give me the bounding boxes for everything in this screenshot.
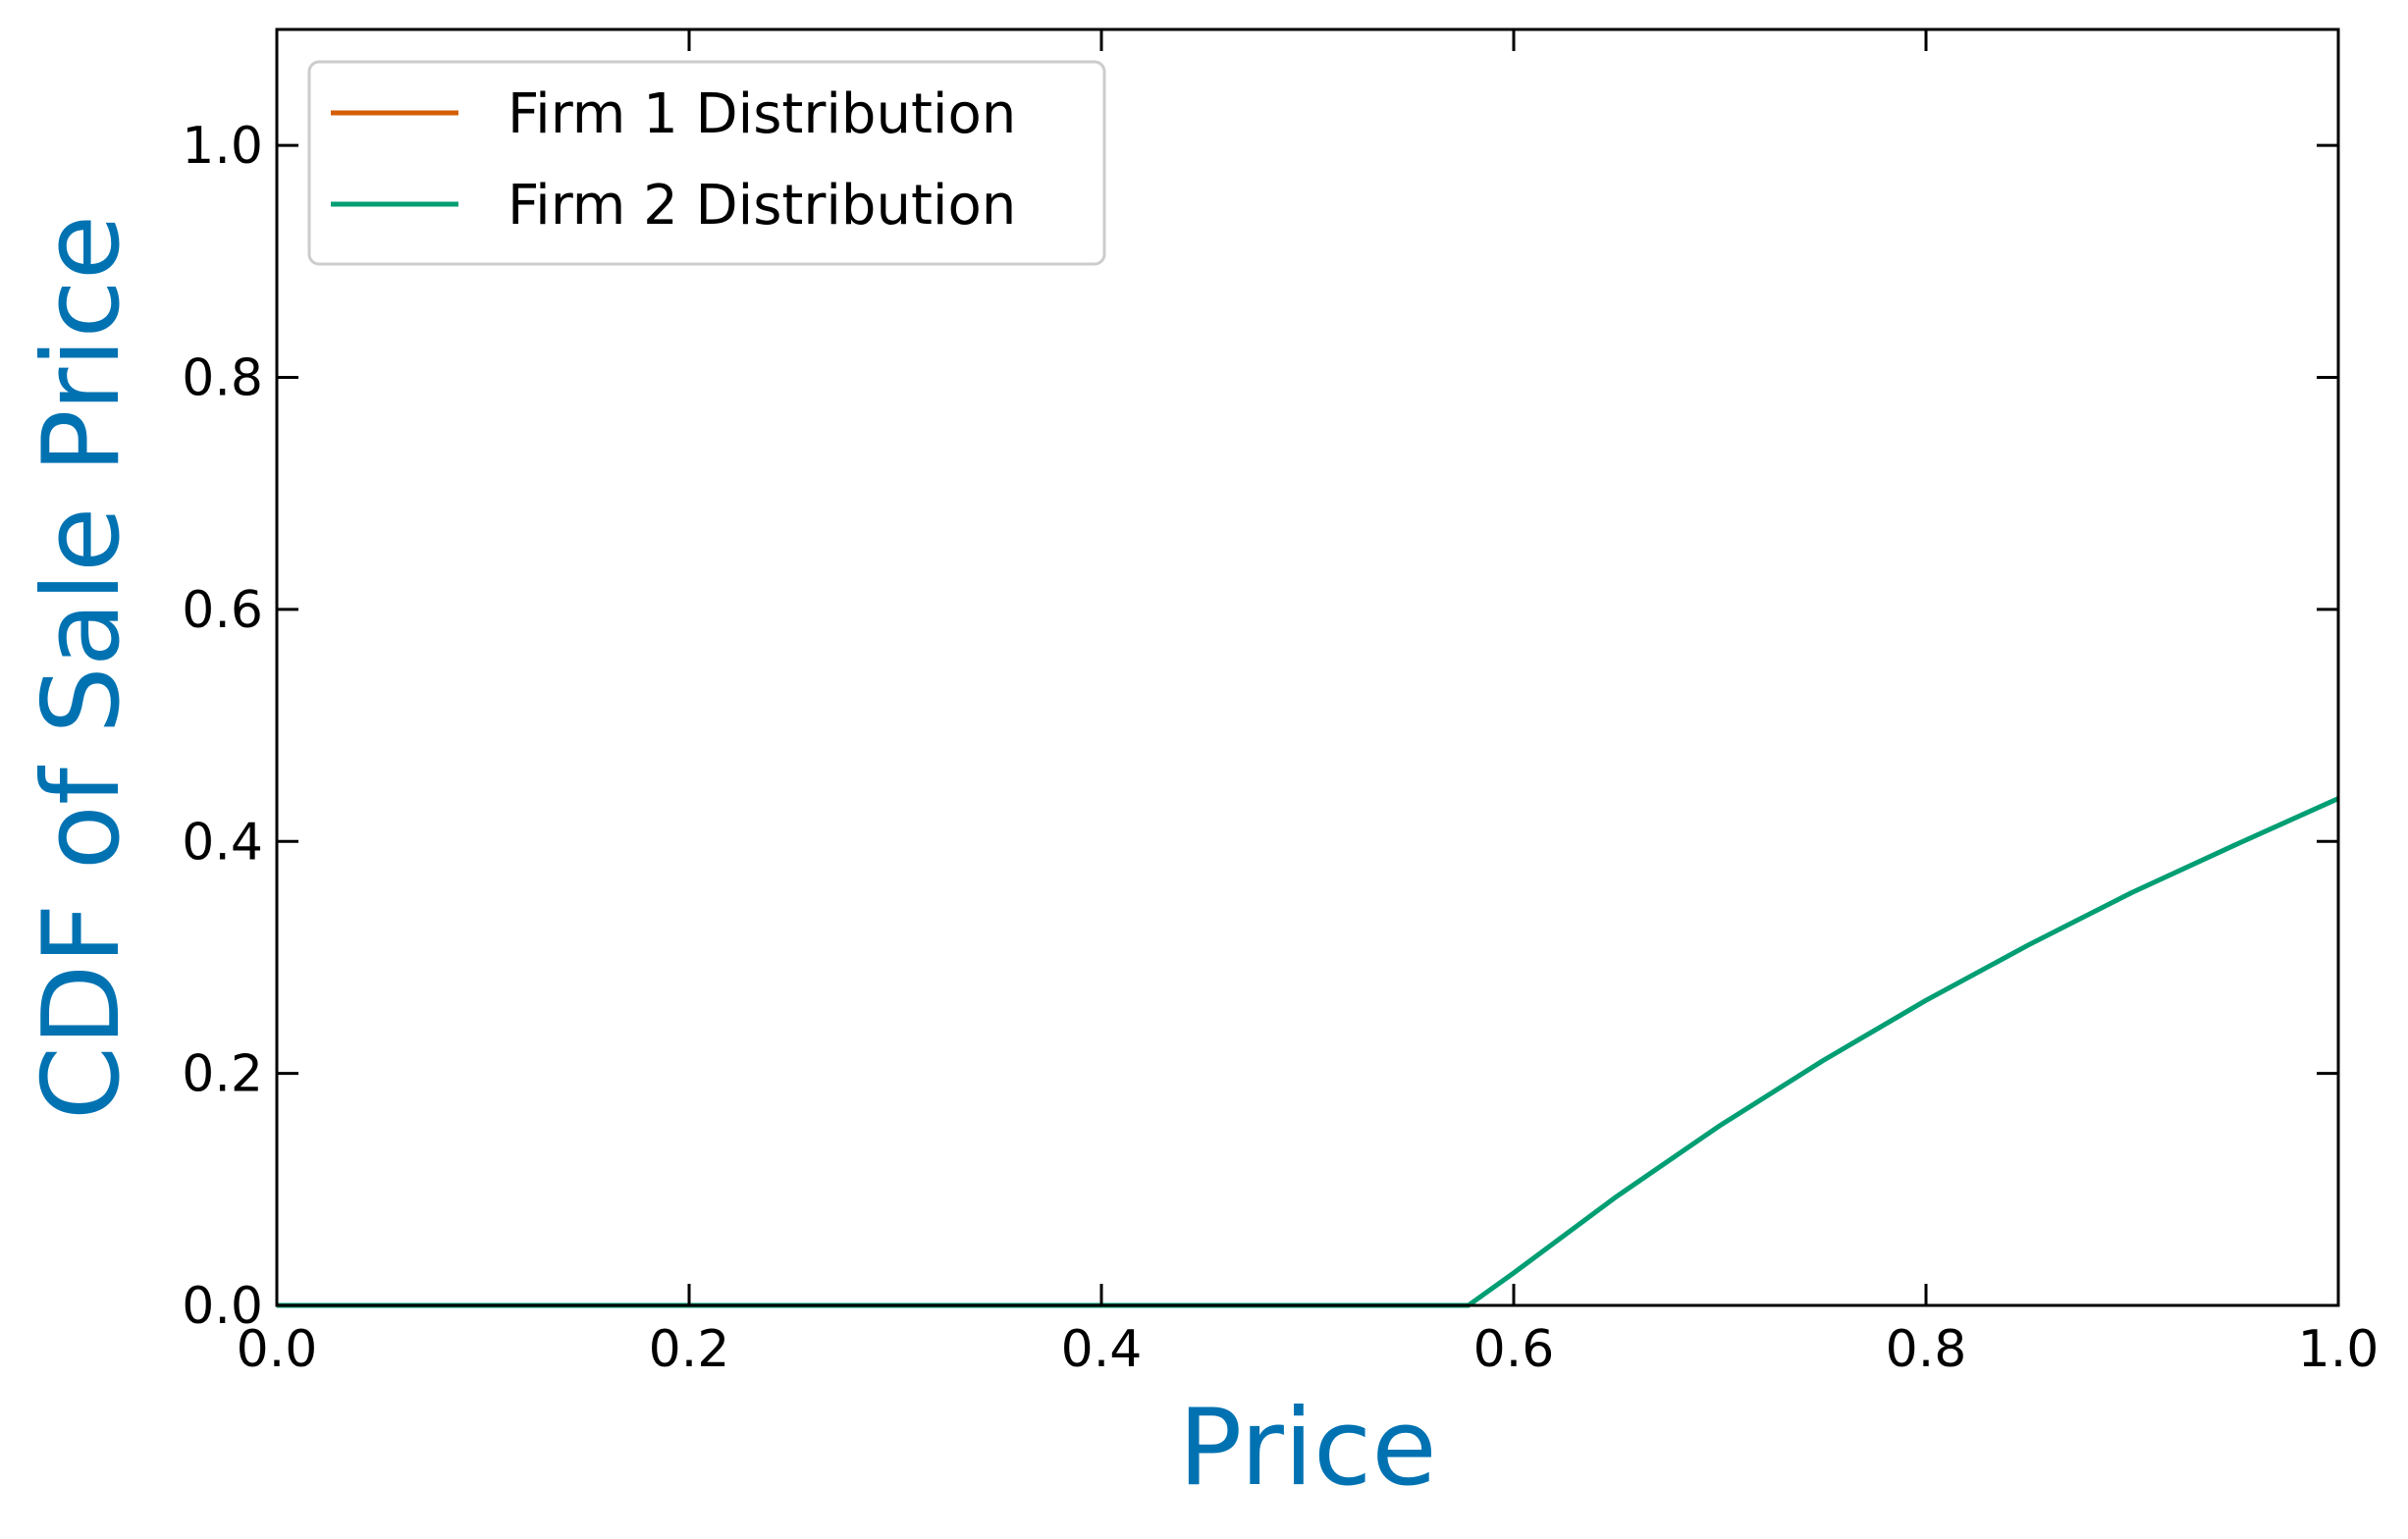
y-tick-label: 0.4 — [182, 813, 263, 872]
x-tick-label: 0.0 — [237, 1320, 318, 1379]
legend-box — [307, 60, 1106, 266]
x-tick-label: 0.6 — [1473, 1320, 1555, 1379]
y-axis-label: CDF of Sale Price — [21, 215, 143, 1120]
x-tick-label: 0.8 — [1886, 1320, 1967, 1379]
legend-label-firm-2: Firm 2 Distribution — [508, 174, 1016, 238]
x-tick-label: 0.4 — [1061, 1320, 1143, 1379]
x-tick-label: 1.0 — [2298, 1320, 2380, 1379]
y-tick-label: 0.0 — [182, 1277, 263, 1336]
legend: Firm 1 Distribution Firm 2 Distribution — [307, 60, 1106, 266]
x-axis-label: Price — [1178, 1387, 1436, 1510]
y-tick-label: 0.8 — [182, 349, 263, 408]
x-tick-label: 0.2 — [649, 1320, 730, 1379]
y-tick-label: 1.0 — [182, 117, 263, 176]
y-tick-label: 0.6 — [182, 581, 263, 640]
series-line-firm-2 — [277, 796, 2340, 1308]
plot-frame — [275, 27, 2340, 1307]
y-tick-label: 0.2 — [182, 1045, 263, 1104]
ticks-layer: 0.0 0.2 0.4 0.6 0.8 1.0 0.0 0.2 0.4 0.6 0.8 1.0 — [182, 29, 2379, 1379]
legend-label-firm-1: Firm 1 Distribution — [508, 82, 1016, 146]
